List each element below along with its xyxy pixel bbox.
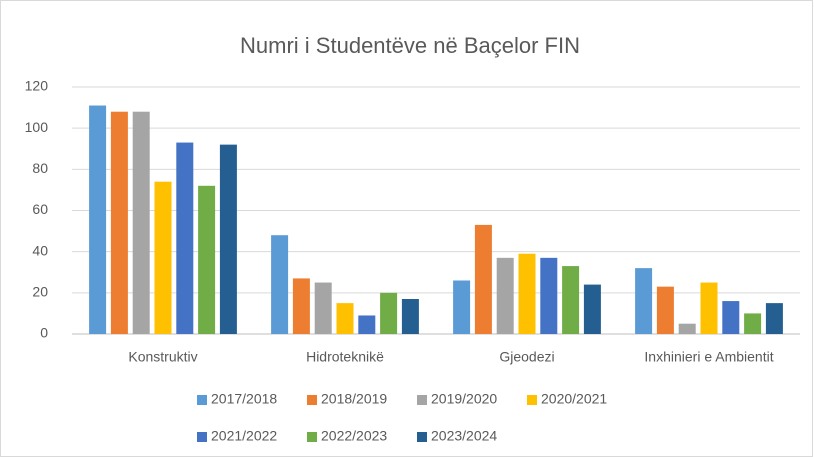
legend-label: 2017/2018 <box>211 391 277 407</box>
bar <box>336 303 354 334</box>
bar <box>219 144 237 334</box>
chart-title: Numri i Studentëve në Baçelor FIN <box>240 33 580 58</box>
legend-swatch <box>417 395 427 405</box>
bar <box>176 142 194 334</box>
bar <box>110 111 128 334</box>
y-tick-label: 0 <box>40 325 48 341</box>
bar <box>722 301 740 334</box>
legend-swatch <box>197 432 207 442</box>
bar <box>496 257 514 334</box>
legend-swatch <box>307 432 317 442</box>
legend-label: 2022/2023 <box>321 428 387 444</box>
bar <box>474 224 492 334</box>
bar <box>89 105 107 335</box>
legend-label: 2018/2019 <box>321 391 387 407</box>
legend-swatch <box>417 432 427 442</box>
bar <box>540 257 558 334</box>
legend-label: 2020/2021 <box>541 391 607 407</box>
bar <box>518 253 536 334</box>
bar <box>380 292 398 334</box>
legend-swatch <box>307 395 317 405</box>
bar <box>358 315 376 334</box>
bar <box>453 280 471 334</box>
bar <box>198 185 216 334</box>
y-tick-label: 40 <box>32 242 48 258</box>
bar <box>132 111 150 334</box>
bar <box>154 181 172 334</box>
legend-swatch <box>197 395 207 405</box>
y-tick-label: 60 <box>32 201 48 217</box>
legend-swatch <box>527 395 537 405</box>
x-tick-label: Konstruktiv <box>128 349 197 365</box>
y-tick-label: 120 <box>25 78 49 94</box>
bar <box>765 303 783 334</box>
y-tick-label: 20 <box>32 284 48 300</box>
y-tick-label: 80 <box>32 160 48 176</box>
bar <box>271 235 289 334</box>
bar <box>744 313 762 334</box>
x-tick-label: Hidroteknikë <box>306 349 384 365</box>
bar <box>401 299 419 334</box>
y-tick-label: 100 <box>25 119 49 135</box>
bar <box>635 268 653 334</box>
legend-label: 2021/2022 <box>211 428 277 444</box>
x-tick-label: Inxhinieri e Ambientit <box>644 349 773 365</box>
bar <box>678 323 696 334</box>
bar <box>562 266 580 334</box>
x-tick-label: Gjeodezi <box>499 349 554 365</box>
legend-label: 2019/2020 <box>431 391 497 407</box>
bar <box>656 286 674 334</box>
bar <box>314 282 332 334</box>
bar <box>700 282 718 334</box>
legend-label: 2023/2024 <box>431 428 497 444</box>
bar <box>583 284 601 334</box>
bar <box>292 278 310 334</box>
